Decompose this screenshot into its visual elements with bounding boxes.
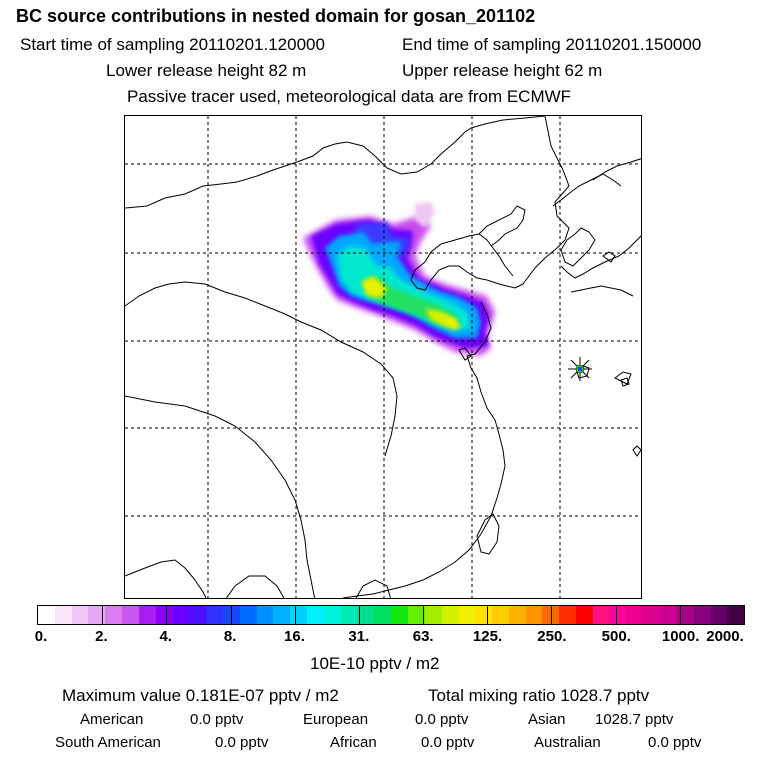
color-scale-segment: [155, 606, 173, 624]
color-scale-divider: [166, 606, 168, 624]
american-value: 0.0 pptv: [190, 711, 244, 728]
color-scale-segment: [340, 606, 358, 624]
australian-label: Australian: [534, 734, 601, 751]
color-scale-segment: [559, 606, 576, 624]
lower-release-height: Lower release height 82 m: [106, 61, 307, 80]
color-scale-segment: [660, 606, 677, 624]
color-scale-segment: [424, 606, 442, 624]
color-scale-segment: [626, 606, 644, 624]
asian-value: 1028.7 pptv: [595, 711, 674, 728]
color-scale-segment: [374, 606, 392, 624]
coastlines: [125, 116, 641, 598]
color-scale-segment: [693, 606, 711, 624]
color-scale-unit: 10E-10 pptv / m2: [310, 654, 440, 673]
color-scale-segment: [592, 606, 610, 624]
color-scale-segment: [138, 606, 156, 624]
color-scale-segment: [407, 606, 425, 624]
color-scale-tick-label: 0.: [34, 628, 48, 645]
european-label: European: [303, 711, 369, 728]
color-scale-segment: [273, 606, 291, 624]
tracer-note: Passive tracer used, meteorological data…: [127, 87, 572, 106]
color-scale-tick-label: 125.: [472, 628, 503, 645]
asian-label: Asian: [528, 711, 566, 728]
color-scale-segment: [508, 606, 526, 624]
color-scale-segment: [206, 606, 223, 624]
maximum-value: Maximum value 0.181E-07 pptv / m2: [62, 686, 339, 705]
color-scale-bar: [37, 605, 745, 625]
color-scale-segment: [38, 606, 55, 624]
color-scale-divider: [615, 606, 617, 624]
south-american-label: South American: [55, 734, 161, 751]
european-value: 0.0 pptv: [415, 711, 469, 728]
color-scale-divider: [551, 606, 553, 624]
color-scale-tick-label: 2000.: [706, 628, 744, 645]
color-scale-tick-label: 2.: [95, 628, 108, 645]
color-scale-segment: [676, 606, 694, 624]
color-scale-segment: [239, 606, 257, 624]
color-scale-tick-label: 500.: [601, 628, 631, 645]
receptor-star-icon: [568, 357, 592, 381]
african-label: African: [330, 734, 377, 751]
color-scale-ticks: 0. 2. 4. 8. 16. 31. 63. 125. 250. 500. 1000. 2000.: [0, 628, 768, 648]
color-scale-tick-label: 4.: [159, 628, 172, 645]
graticule: [125, 116, 641, 598]
color-scale-segment: [643, 606, 661, 624]
color-scale-divider: [423, 606, 425, 624]
australian-value: 0.0 pptv: [648, 734, 702, 751]
color-scale-segment: [323, 606, 341, 624]
color-scale-segment: [609, 606, 627, 624]
color-scale-segment: [491, 606, 509, 624]
plot-title: BC source contributions in nested domain…: [16, 6, 536, 26]
color-scale-divider: [230, 606, 232, 624]
upper-release-height: Upper release height 62 m: [402, 61, 603, 80]
color-scale-segment: [391, 606, 408, 624]
map-panel: [124, 115, 642, 599]
color-scale-divider: [487, 606, 489, 624]
color-scale-segment: [357, 606, 375, 624]
color-scale-segment: [290, 606, 307, 624]
concentration-plume: [303, 202, 495, 356]
south-american-value: 0.0 pptv: [215, 734, 269, 751]
color-scale-tick-label: 8.: [223, 628, 237, 645]
map-canvas: [125, 116, 641, 598]
color-scale-divider: [294, 606, 296, 624]
american-label: American: [80, 711, 144, 728]
color-scale-segment: [71, 606, 89, 624]
color-scale-segment: [307, 606, 324, 624]
color-scale-tick-label: 31.: [348, 628, 370, 645]
color-scale-segment: [542, 606, 560, 624]
color-scale-segment: [88, 606, 106, 624]
color-scale-segment: [256, 606, 274, 624]
color-scale-segment: [172, 606, 190, 624]
color-scale-tick-label: 250.: [537, 628, 567, 645]
end-time-label: End time of sampling 20110201.150000: [402, 35, 702, 54]
color-scale-segment: [54, 606, 72, 624]
color-scale-segment: [727, 606, 745, 624]
african-value: 0.0 pptv: [421, 734, 475, 751]
color-scale-divider: [679, 606, 681, 624]
color-scale-segment: [525, 606, 543, 624]
color-scale-segment: [189, 606, 207, 624]
color-scale-segment: [105, 606, 123, 624]
color-scale-tick-label: 16.: [284, 628, 305, 645]
color-scale-divider: [102, 606, 104, 624]
color-scale-segment: [122, 606, 139, 624]
color-scale-segment: [576, 606, 593, 624]
start-time-label: Start time of sampling 20110201.120000: [20, 35, 325, 54]
color-scale-tick-label: 63.: [412, 628, 434, 645]
color-scale-segment: [710, 606, 728, 624]
total-mixing-ratio: Total mixing ratio 1028.7 pptv: [428, 686, 650, 705]
color-scale-tick-label: 1000.: [661, 628, 700, 645]
color-scale-segment: [475, 606, 492, 624]
color-scale-segment: [458, 606, 476, 624]
color-scale-segment: [441, 606, 459, 624]
color-scale-divider: [358, 606, 360, 624]
